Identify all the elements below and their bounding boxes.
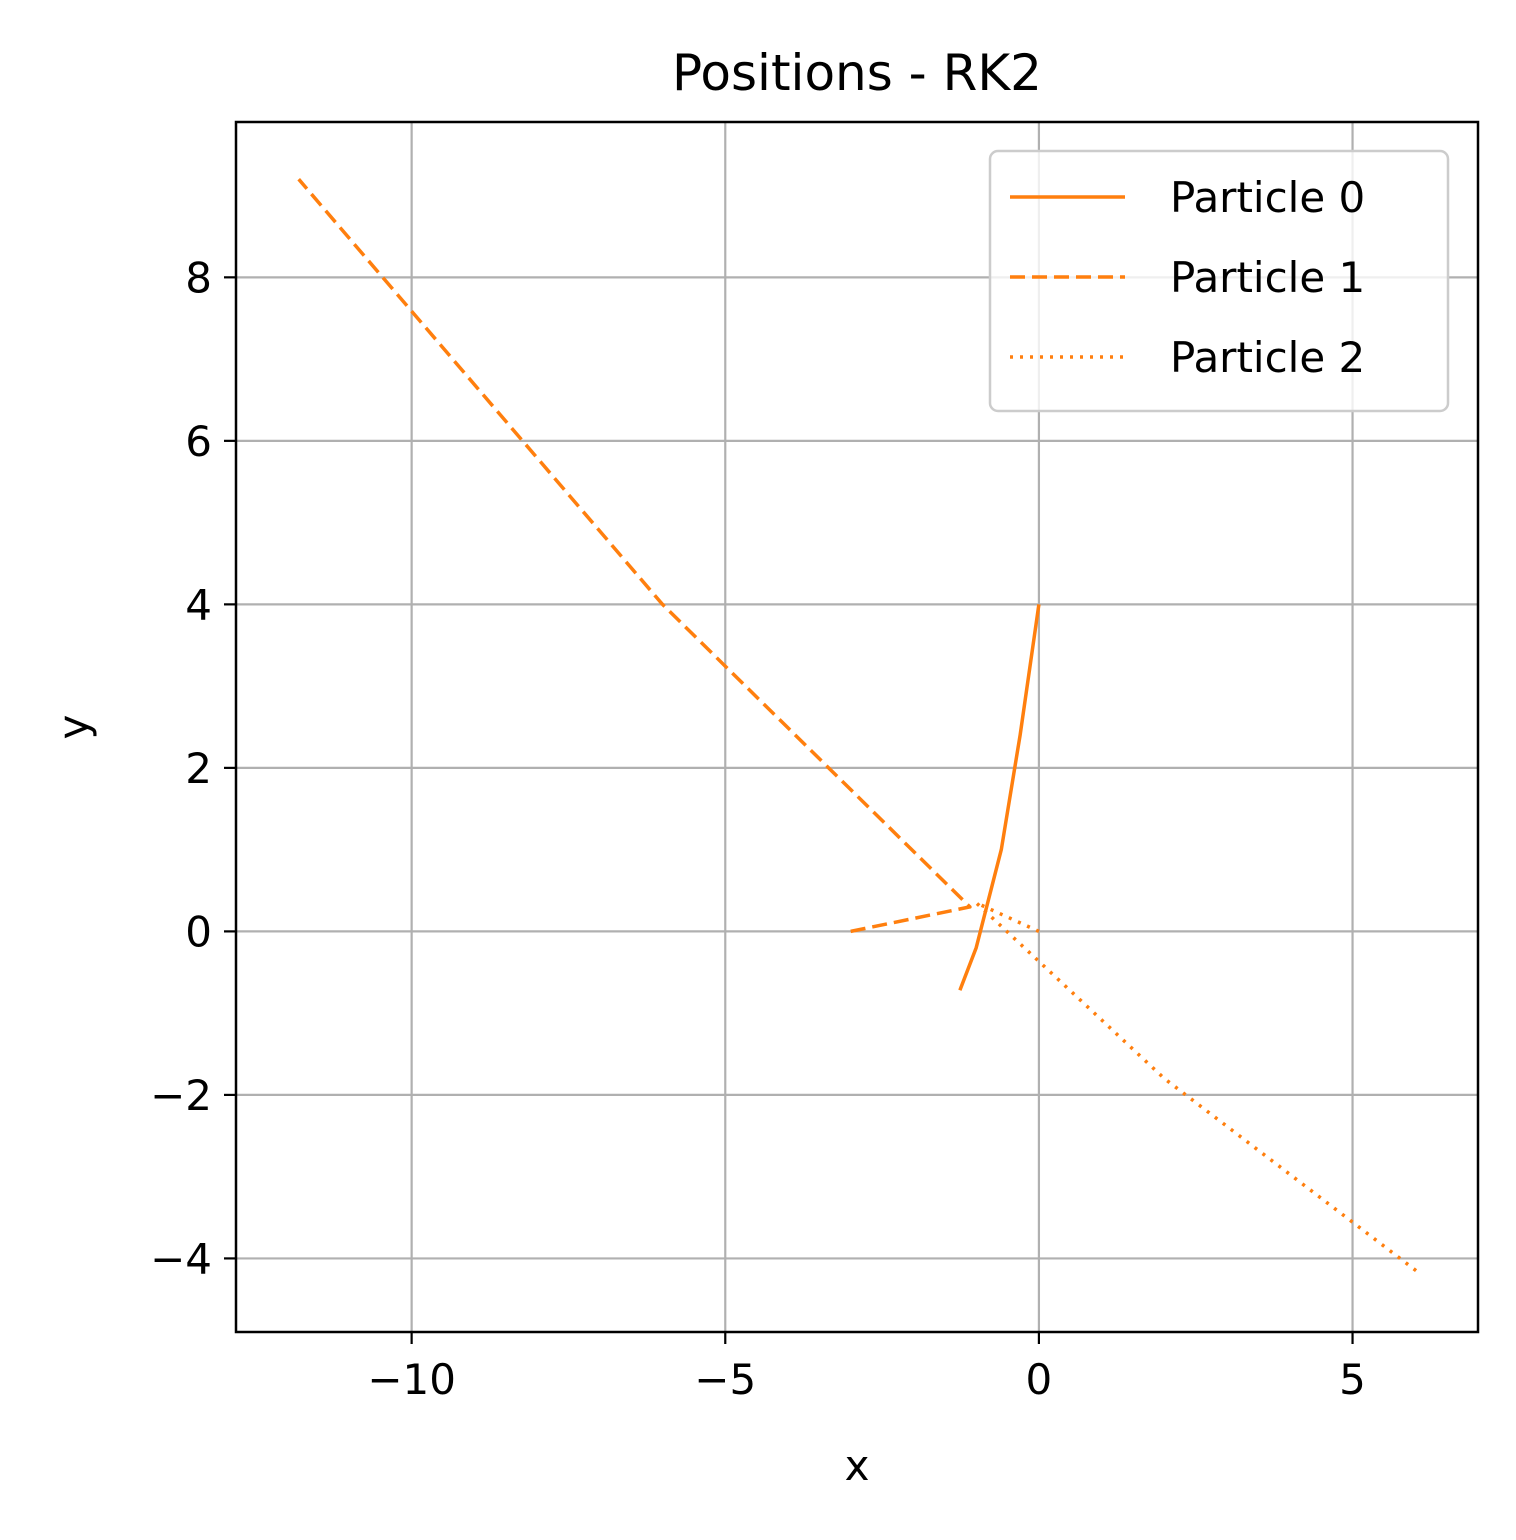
legend: Particle 0 Particle 1 Particle 2 [988, 149, 1450, 413]
plot-frame [234, 120, 1480, 1334]
x-tick-label: −5 [694, 1355, 756, 1404]
x-tick-label: 5 [1339, 1355, 1366, 1404]
y-tick-label: −2 [150, 1071, 212, 1120]
x-tick-label: −10 [367, 1355, 456, 1404]
x-axis-label: x [845, 1441, 870, 1490]
y-axis-label: y [49, 715, 98, 740]
series-line-particle-0 [958, 604, 1041, 991]
y-tick-label: 6 [185, 417, 212, 466]
x-tick-label: 0 [1026, 1355, 1053, 1404]
y-tick-label: 4 [185, 580, 212, 629]
ticks: −10 −5 0 5 −4 −2 0 2 4 6 8 [150, 253, 1366, 1404]
y-tick-label: −4 [150, 1234, 212, 1283]
y-tick-label: 0 [185, 907, 212, 956]
series-line-particle-1 [297, 178, 972, 934]
y-tick-label: 8 [185, 253, 212, 302]
chart-title: Positions - RK2 [672, 44, 1042, 102]
legend-label-particle-2: Particle 2 [1170, 333, 1365, 382]
legend-label-particle-1: Particle 1 [1170, 253, 1365, 302]
legend-label-particle-0: Particle 0 [1170, 173, 1365, 222]
legend-box [988, 149, 1450, 413]
series-layer [297, 178, 1423, 1277]
y-tick-label: 2 [185, 744, 212, 793]
